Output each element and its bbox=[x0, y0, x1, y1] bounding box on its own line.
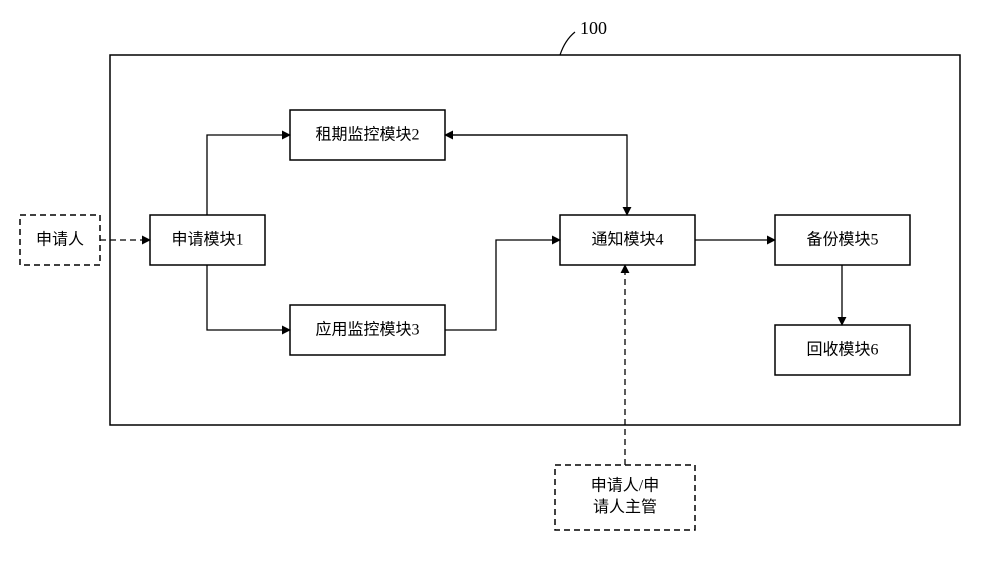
edge-app-to-notify bbox=[445, 240, 560, 330]
leader-line bbox=[560, 32, 575, 55]
edge-lease-to-notify bbox=[445, 135, 627, 215]
node-app: 应用监控模块3 bbox=[290, 305, 445, 355]
edge-apply-to-app bbox=[207, 265, 290, 330]
node-applicant2_line1: 申请人/申请人主管 bbox=[555, 465, 695, 530]
node-label-applicant2_line1-line1: 请人主管 bbox=[593, 498, 657, 516]
diagram-outer-label: 100 bbox=[580, 18, 607, 38]
node-label-backup: 备份模块5 bbox=[806, 231, 878, 249]
node-applicant: 申请人 bbox=[20, 215, 100, 265]
edge-apply-to-lease bbox=[207, 135, 290, 215]
node-label-lease: 租期监控模块2 bbox=[315, 126, 419, 144]
node-lease: 租期监控模块2 bbox=[290, 110, 445, 160]
node-label-applicant2_line1-line0: 申请人/申 bbox=[591, 476, 659, 494]
node-label-app: 应用监控模块3 bbox=[315, 320, 419, 339]
node-label-apply: 申请模块1 bbox=[171, 231, 243, 249]
node-label-recycle: 回收模块6 bbox=[806, 341, 878, 359]
node-label-applicant: 申请人 bbox=[36, 231, 84, 249]
node-recycle: 回收模块6 bbox=[775, 325, 910, 375]
node-backup: 备份模块5 bbox=[775, 215, 910, 265]
node-label-notify: 通知模块4 bbox=[591, 231, 663, 249]
node-apply: 申请模块1 bbox=[150, 215, 265, 265]
node-notify: 通知模块4 bbox=[560, 215, 695, 265]
